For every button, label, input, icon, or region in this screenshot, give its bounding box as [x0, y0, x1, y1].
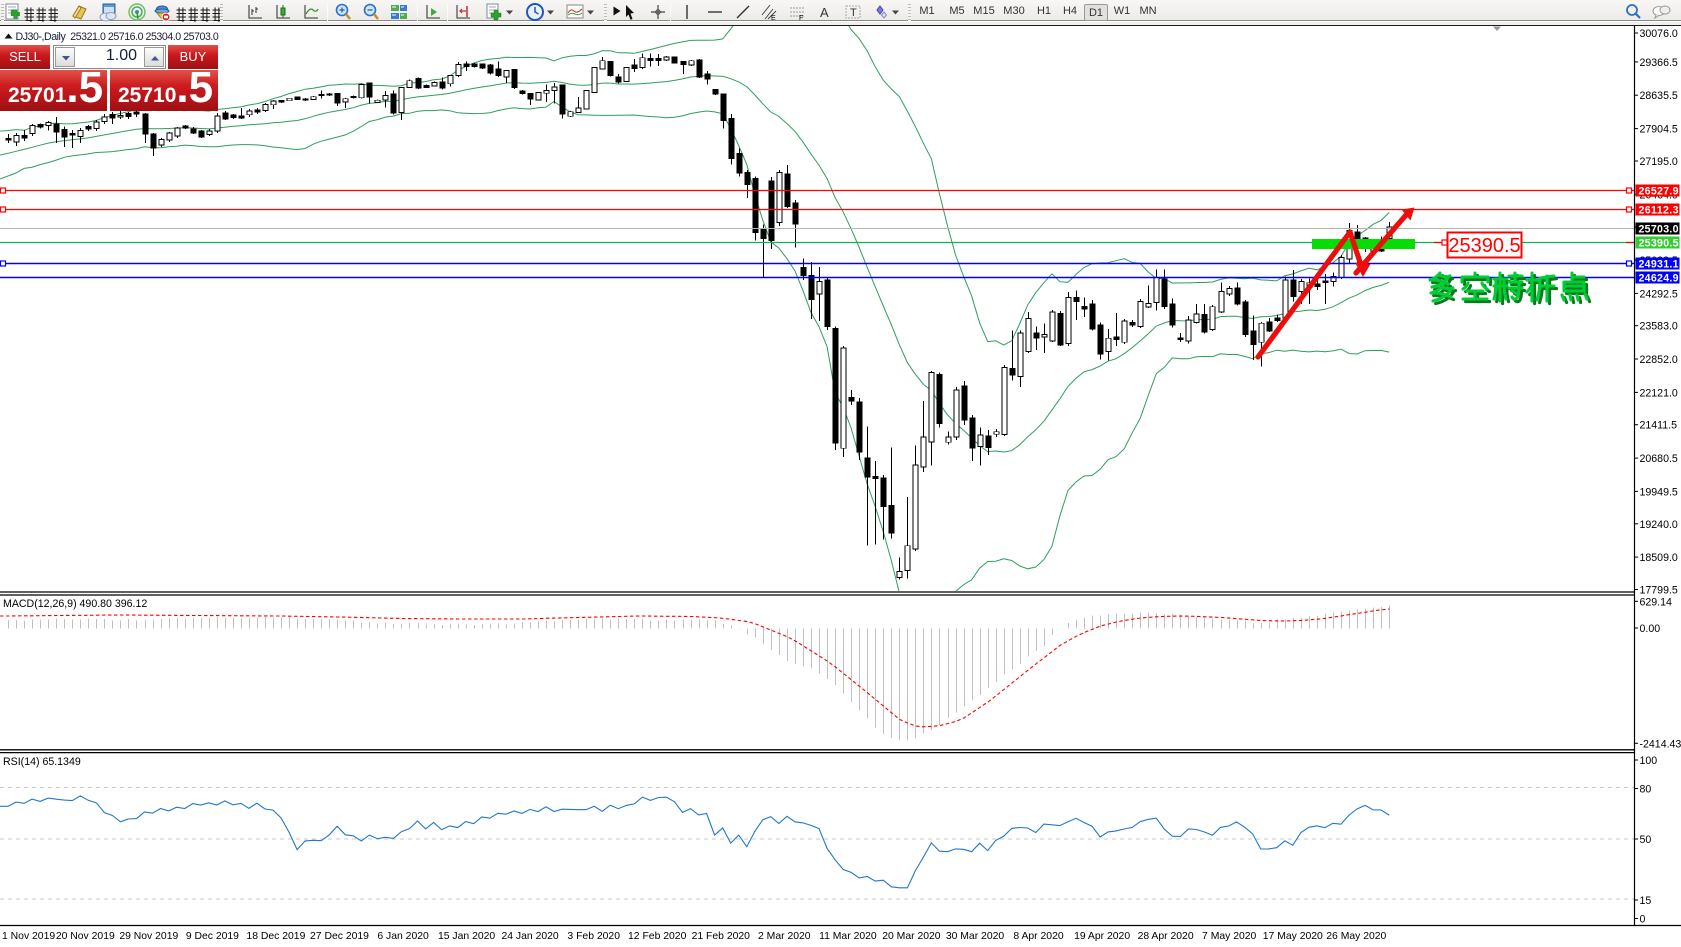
svg-text:50: 50	[1640, 834, 1652, 846]
svg-text:21 Feb 2020: 21 Feb 2020	[692, 931, 751, 942]
svg-text:17799.5: 17799.5	[1640, 585, 1678, 597]
svg-text:19 Apr 2020: 19 Apr 2020	[1074, 931, 1130, 942]
svg-text:-2414.43: -2414.43	[1640, 738, 1681, 750]
svg-text:26 May 2020: 26 May 2020	[1326, 931, 1386, 942]
svg-text:F: F	[799, 15, 803, 22]
svg-text:24292.5: 24292.5	[1640, 288, 1678, 300]
svg-text:629.14: 629.14	[1640, 596, 1673, 608]
svg-text:22121.0: 22121.0	[1640, 387, 1678, 399]
svg-text:0.00: 0.00	[1640, 623, 1661, 635]
svg-text:A: A	[820, 5, 829, 20]
svg-text:RSI(14) 65.1349: RSI(14) 65.1349	[3, 756, 81, 768]
svg-text:2 Mar 2020: 2 Mar 2020	[758, 931, 811, 942]
svg-text:21411.5: 21411.5	[1640, 420, 1678, 432]
svg-text:28 Apr 2020: 28 Apr 2020	[1138, 931, 1194, 942]
svg-text:29 Nov 2019: 29 Nov 2019	[119, 931, 178, 942]
svg-text:18509.0: 18509.0	[1640, 552, 1678, 564]
svg-text:12 Feb 2020: 12 Feb 2020	[628, 931, 687, 942]
svg-text:24624.9: 24624.9	[1639, 273, 1679, 285]
svg-text:18 Dec 2019: 18 Dec 2019	[246, 931, 305, 942]
svg-text:27904.5: 27904.5	[1640, 124, 1678, 136]
svg-text:24931.1: 24931.1	[1639, 259, 1679, 271]
svg-text:24 Jan 2020: 24 Jan 2020	[501, 931, 558, 942]
svg-text:8 Apr 2020: 8 Apr 2020	[1013, 931, 1063, 942]
svg-text:27 Dec 2019: 27 Dec 2019	[310, 931, 369, 942]
svg-text:22852.0: 22852.0	[1640, 354, 1678, 366]
svg-text:7 May 2020: 7 May 2020	[1202, 931, 1257, 942]
svg-text:30 Mar 2020: 30 Mar 2020	[946, 931, 1005, 942]
svg-text:6 Jan 2020: 6 Jan 2020	[377, 931, 429, 942]
svg-text:MACD(12,26,9) 490.80 396.12: MACD(12,26,9) 490.80 396.12	[3, 598, 147, 610]
svg-text:19240.0: 19240.0	[1640, 519, 1678, 531]
svg-text:15: 15	[1640, 895, 1652, 907]
svg-text:25390.5: 25390.5	[1448, 235, 1520, 257]
svg-text:20680.5: 20680.5	[1640, 453, 1678, 465]
svg-text:1 Nov 2019: 1 Nov 2019	[2, 931, 55, 942]
svg-text:15 Jan 2020: 15 Jan 2020	[438, 931, 495, 942]
svg-text:11 Mar 2020: 11 Mar 2020	[819, 931, 877, 942]
svg-text:17 May 2020: 17 May 2020	[1263, 931, 1323, 942]
svg-text:28635.5: 28635.5	[1640, 90, 1678, 102]
svg-text:26527.9: 26527.9	[1639, 186, 1679, 198]
svg-text:29366.5: 29366.5	[1640, 57, 1678, 69]
svg-text:20 Mar 2020: 20 Mar 2020	[882, 931, 941, 942]
svg-text:20 Nov 2019: 20 Nov 2019	[56, 931, 115, 942]
svg-text:T: T	[850, 7, 857, 19]
svg-text:E: E	[771, 15, 776, 22]
svg-text:25390.5: 25390.5	[1639, 238, 1679, 250]
svg-text:30076.0: 30076.0	[1640, 28, 1678, 40]
svg-text:3 Feb 2020: 3 Feb 2020	[567, 931, 620, 942]
svg-text:25703.0: 25703.0	[1639, 224, 1679, 236]
svg-text:26112.3: 26112.3	[1639, 205, 1679, 217]
svg-text:27195.0: 27195.0	[1640, 156, 1678, 168]
svg-text:9 Dec 2019: 9 Dec 2019	[186, 931, 239, 942]
svg-text:0: 0	[1640, 914, 1646, 926]
svg-text:100: 100	[1640, 755, 1658, 767]
svg-text:19949.5: 19949.5	[1640, 486, 1678, 498]
svg-text:23583.0: 23583.0	[1640, 321, 1678, 333]
svg-text:80: 80	[1640, 784, 1652, 796]
